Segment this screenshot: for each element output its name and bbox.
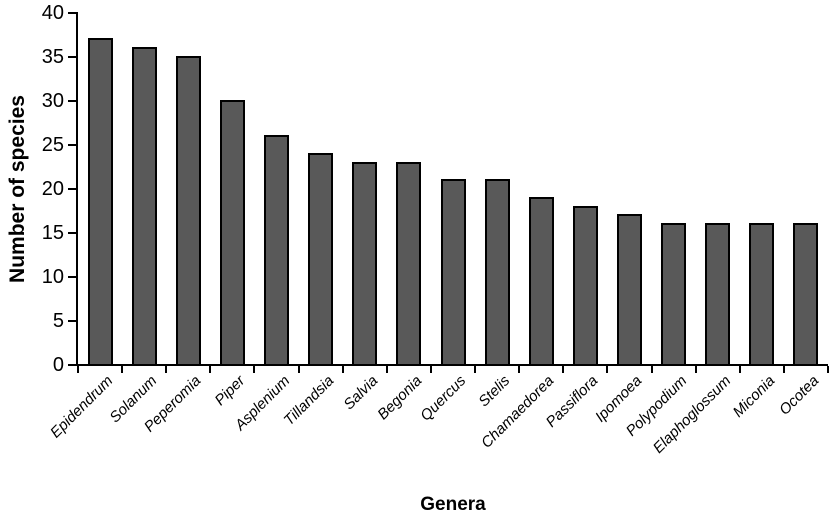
y-tick-label: 5	[52, 310, 64, 332]
x-tick	[253, 366, 256, 373]
y-tick	[68, 144, 76, 146]
bar	[352, 161, 378, 364]
x-tick	[209, 366, 212, 373]
x-tick	[429, 366, 432, 373]
x-tick	[297, 366, 300, 373]
bar	[264, 135, 290, 364]
y-tick	[68, 232, 76, 234]
y-tick	[68, 56, 76, 58]
x-tick	[121, 366, 124, 373]
bar	[175, 56, 201, 364]
y-tick	[68, 188, 76, 190]
bar	[484, 179, 510, 364]
y-tick	[68, 276, 76, 278]
x-tick	[385, 366, 388, 373]
bar	[396, 161, 422, 364]
x-tick	[341, 366, 344, 373]
y-tick-label: 40	[41, 2, 64, 24]
x-tick	[827, 366, 829, 373]
x-tick	[518, 366, 521, 373]
x-axis-title: Genera	[420, 494, 486, 515]
y-tick	[68, 100, 76, 102]
bar	[308, 152, 334, 364]
bar	[528, 196, 554, 364]
y-tick-label: 35	[41, 46, 64, 68]
y-tick	[68, 12, 76, 14]
bar	[793, 223, 819, 364]
bar	[705, 223, 731, 364]
y-tick-label: 30	[41, 90, 64, 112]
x-tick	[165, 366, 168, 373]
bar	[87, 38, 113, 364]
bar	[661, 223, 687, 364]
x-tick	[650, 366, 653, 373]
x-tick	[606, 366, 609, 373]
bar	[572, 205, 598, 364]
bar	[131, 47, 157, 364]
y-axis-line	[76, 12, 78, 366]
y-tick	[68, 320, 76, 322]
x-tick	[694, 366, 697, 373]
y-tick	[68, 364, 76, 366]
x-tick	[562, 366, 565, 373]
y-tick-label: 0	[52, 354, 64, 376]
x-tick	[738, 366, 741, 373]
x-tick	[474, 366, 477, 373]
x-tick	[782, 366, 785, 373]
x-axis-line	[76, 364, 828, 366]
bar	[440, 179, 466, 364]
bar	[219, 100, 245, 364]
y-tick-label: 15	[41, 222, 64, 244]
y-tick-label: 10	[41, 266, 64, 288]
x-tick	[77, 366, 79, 373]
y-tick-label: 25	[41, 134, 64, 156]
bar	[616, 214, 642, 364]
bar	[749, 223, 775, 364]
y-tick-label: 20	[41, 178, 64, 200]
